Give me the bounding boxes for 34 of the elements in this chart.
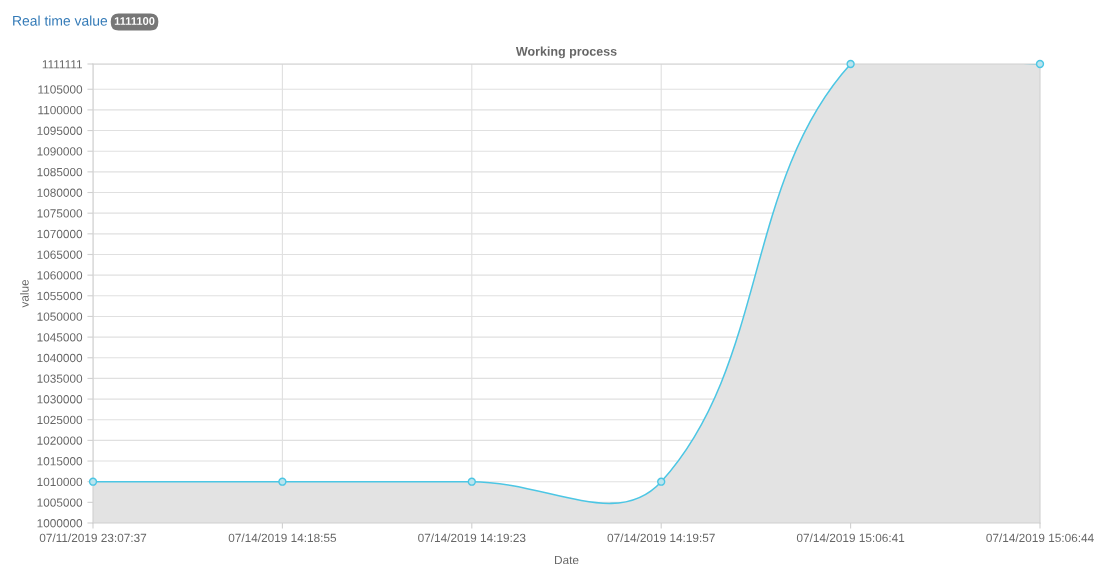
y-tick-label: 1040000 (37, 353, 83, 363)
y-tick-label: 1010000 (37, 477, 83, 487)
y-tick-label: 1100000 (38, 105, 83, 115)
y-tick-label: 1025000 (37, 415, 83, 425)
text: Real time value (13, 15, 108, 26)
y-tick-label: 1111111 (42, 60, 83, 69)
y-tick-label: 1065000 (37, 250, 83, 259)
y-tick-label: 1005000 (37, 498, 83, 507)
x-axis-title: Date (555, 555, 579, 564)
y-tick-label: 1035000 (37, 374, 83, 383)
x-tick-label: 07/14/2019 14:19:23 (418, 533, 526, 543)
y-tick-label: 1050000 (37, 312, 83, 321)
y-tick-label: 1090000 (37, 147, 83, 156)
x-tick-label: 07/14/2019 15:06:44 (986, 533, 1094, 543)
y-tick-label: 1095000 (37, 126, 83, 135)
y-tick-label: 1075000 (37, 209, 83, 218)
text: 1111100 (114, 17, 155, 25)
y-tick-label: 1105000 (38, 85, 83, 94)
y-tick-label: 1045000 (37, 333, 83, 342)
y-tick-label: 1015000 (37, 457, 83, 466)
y-tick-label: 1070000 (37, 229, 83, 239)
y-tick-label: 1030000 (37, 395, 83, 404)
x-tick-label: 07/14/2019 14:18:55 (228, 533, 337, 543)
x-tick-label: 07/14/2019 15:06:41 (796, 533, 905, 543)
y-tick-label: 1085000 (37, 167, 83, 177)
y-axis-title: value (20, 279, 29, 308)
x-tick-label: 07/14/2019 14:19:57 (607, 533, 715, 543)
chart-title: Working process (515, 46, 617, 59)
y-tick-label: 1055000 (37, 291, 83, 301)
y-tick-label: 1020000 (37, 436, 83, 445)
y-tick-label: 1060000 (37, 271, 83, 280)
x-tick-label: 07/11/2019 23:07:37 (39, 533, 147, 543)
y-tick-label: 1000000 (37, 519, 83, 528)
y-tick-label: 1080000 (37, 188, 83, 197)
